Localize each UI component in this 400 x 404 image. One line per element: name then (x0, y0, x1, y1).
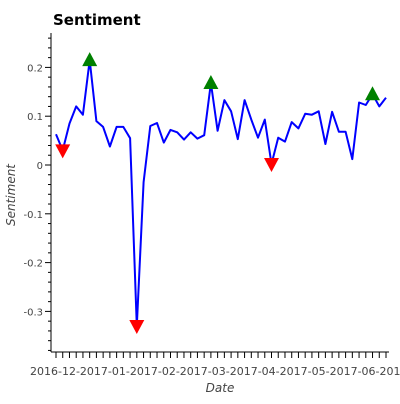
y-tick-label: -0.1 (23, 210, 43, 221)
y-tick-label: -0.2 (23, 259, 43, 270)
min-marker (129, 320, 145, 334)
x-tick-labels: 2016-12-2017-01-2017-02-2017-03-2017-04-… (30, 365, 400, 378)
y-tick-label: 0.2 (27, 63, 43, 74)
min-marker (264, 158, 279, 172)
chart-title: Sentiment (53, 11, 141, 29)
x-axis-label: Date (206, 381, 235, 395)
y-axis-label: Sentiment (4, 163, 18, 226)
y-tick-label: 0 (37, 161, 43, 172)
series-line (55, 59, 387, 327)
max-marker (203, 75, 219, 89)
min-marker (55, 144, 71, 159)
y-tick-label: 0.1 (27, 112, 43, 123)
max-marker (82, 52, 98, 67)
y-axis: 0.2 0.1 0 -0.1 -0.2 -0.3 (23, 37, 51, 351)
plot-area (55, 52, 387, 334)
max-marker (365, 86, 380, 101)
y-tick-label: -0.3 (23, 307, 43, 318)
x-axis (55, 352, 387, 358)
